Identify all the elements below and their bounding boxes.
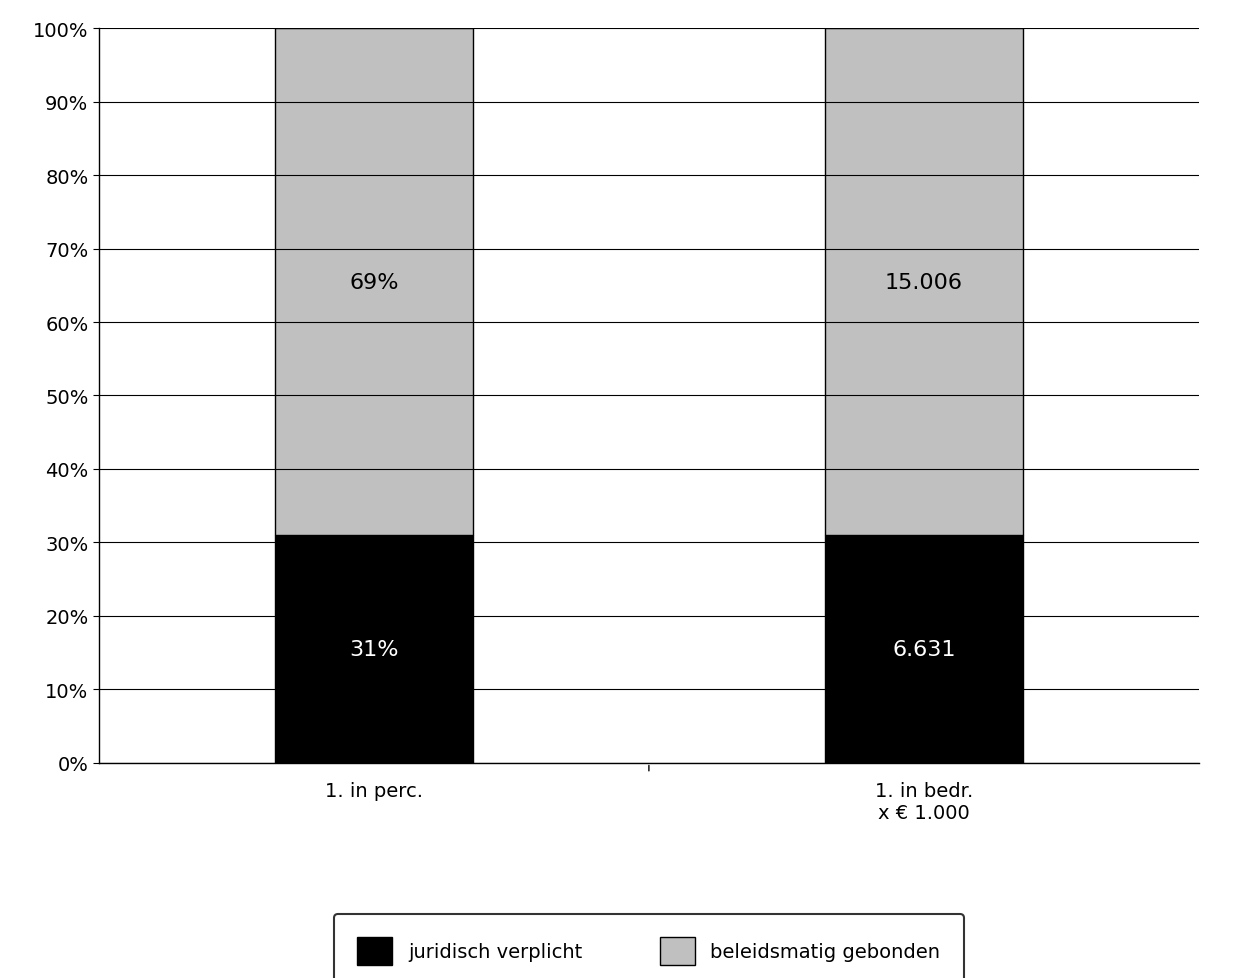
Text: 31%: 31% [349, 640, 399, 659]
Text: 6.631: 6.631 [892, 640, 955, 659]
Bar [274, 29, 473, 536]
Text: 69%: 69% [349, 273, 399, 292]
Text: 15.006: 15.006 [885, 273, 963, 292]
Legend: juridisch verplicht, beleidsmatig gebonden: juridisch verplicht, beleidsmatig gebond… [334, 913, 964, 978]
Bar [824, 29, 1023, 536]
Bar [274, 536, 473, 763]
Bar [824, 536, 1023, 763]
